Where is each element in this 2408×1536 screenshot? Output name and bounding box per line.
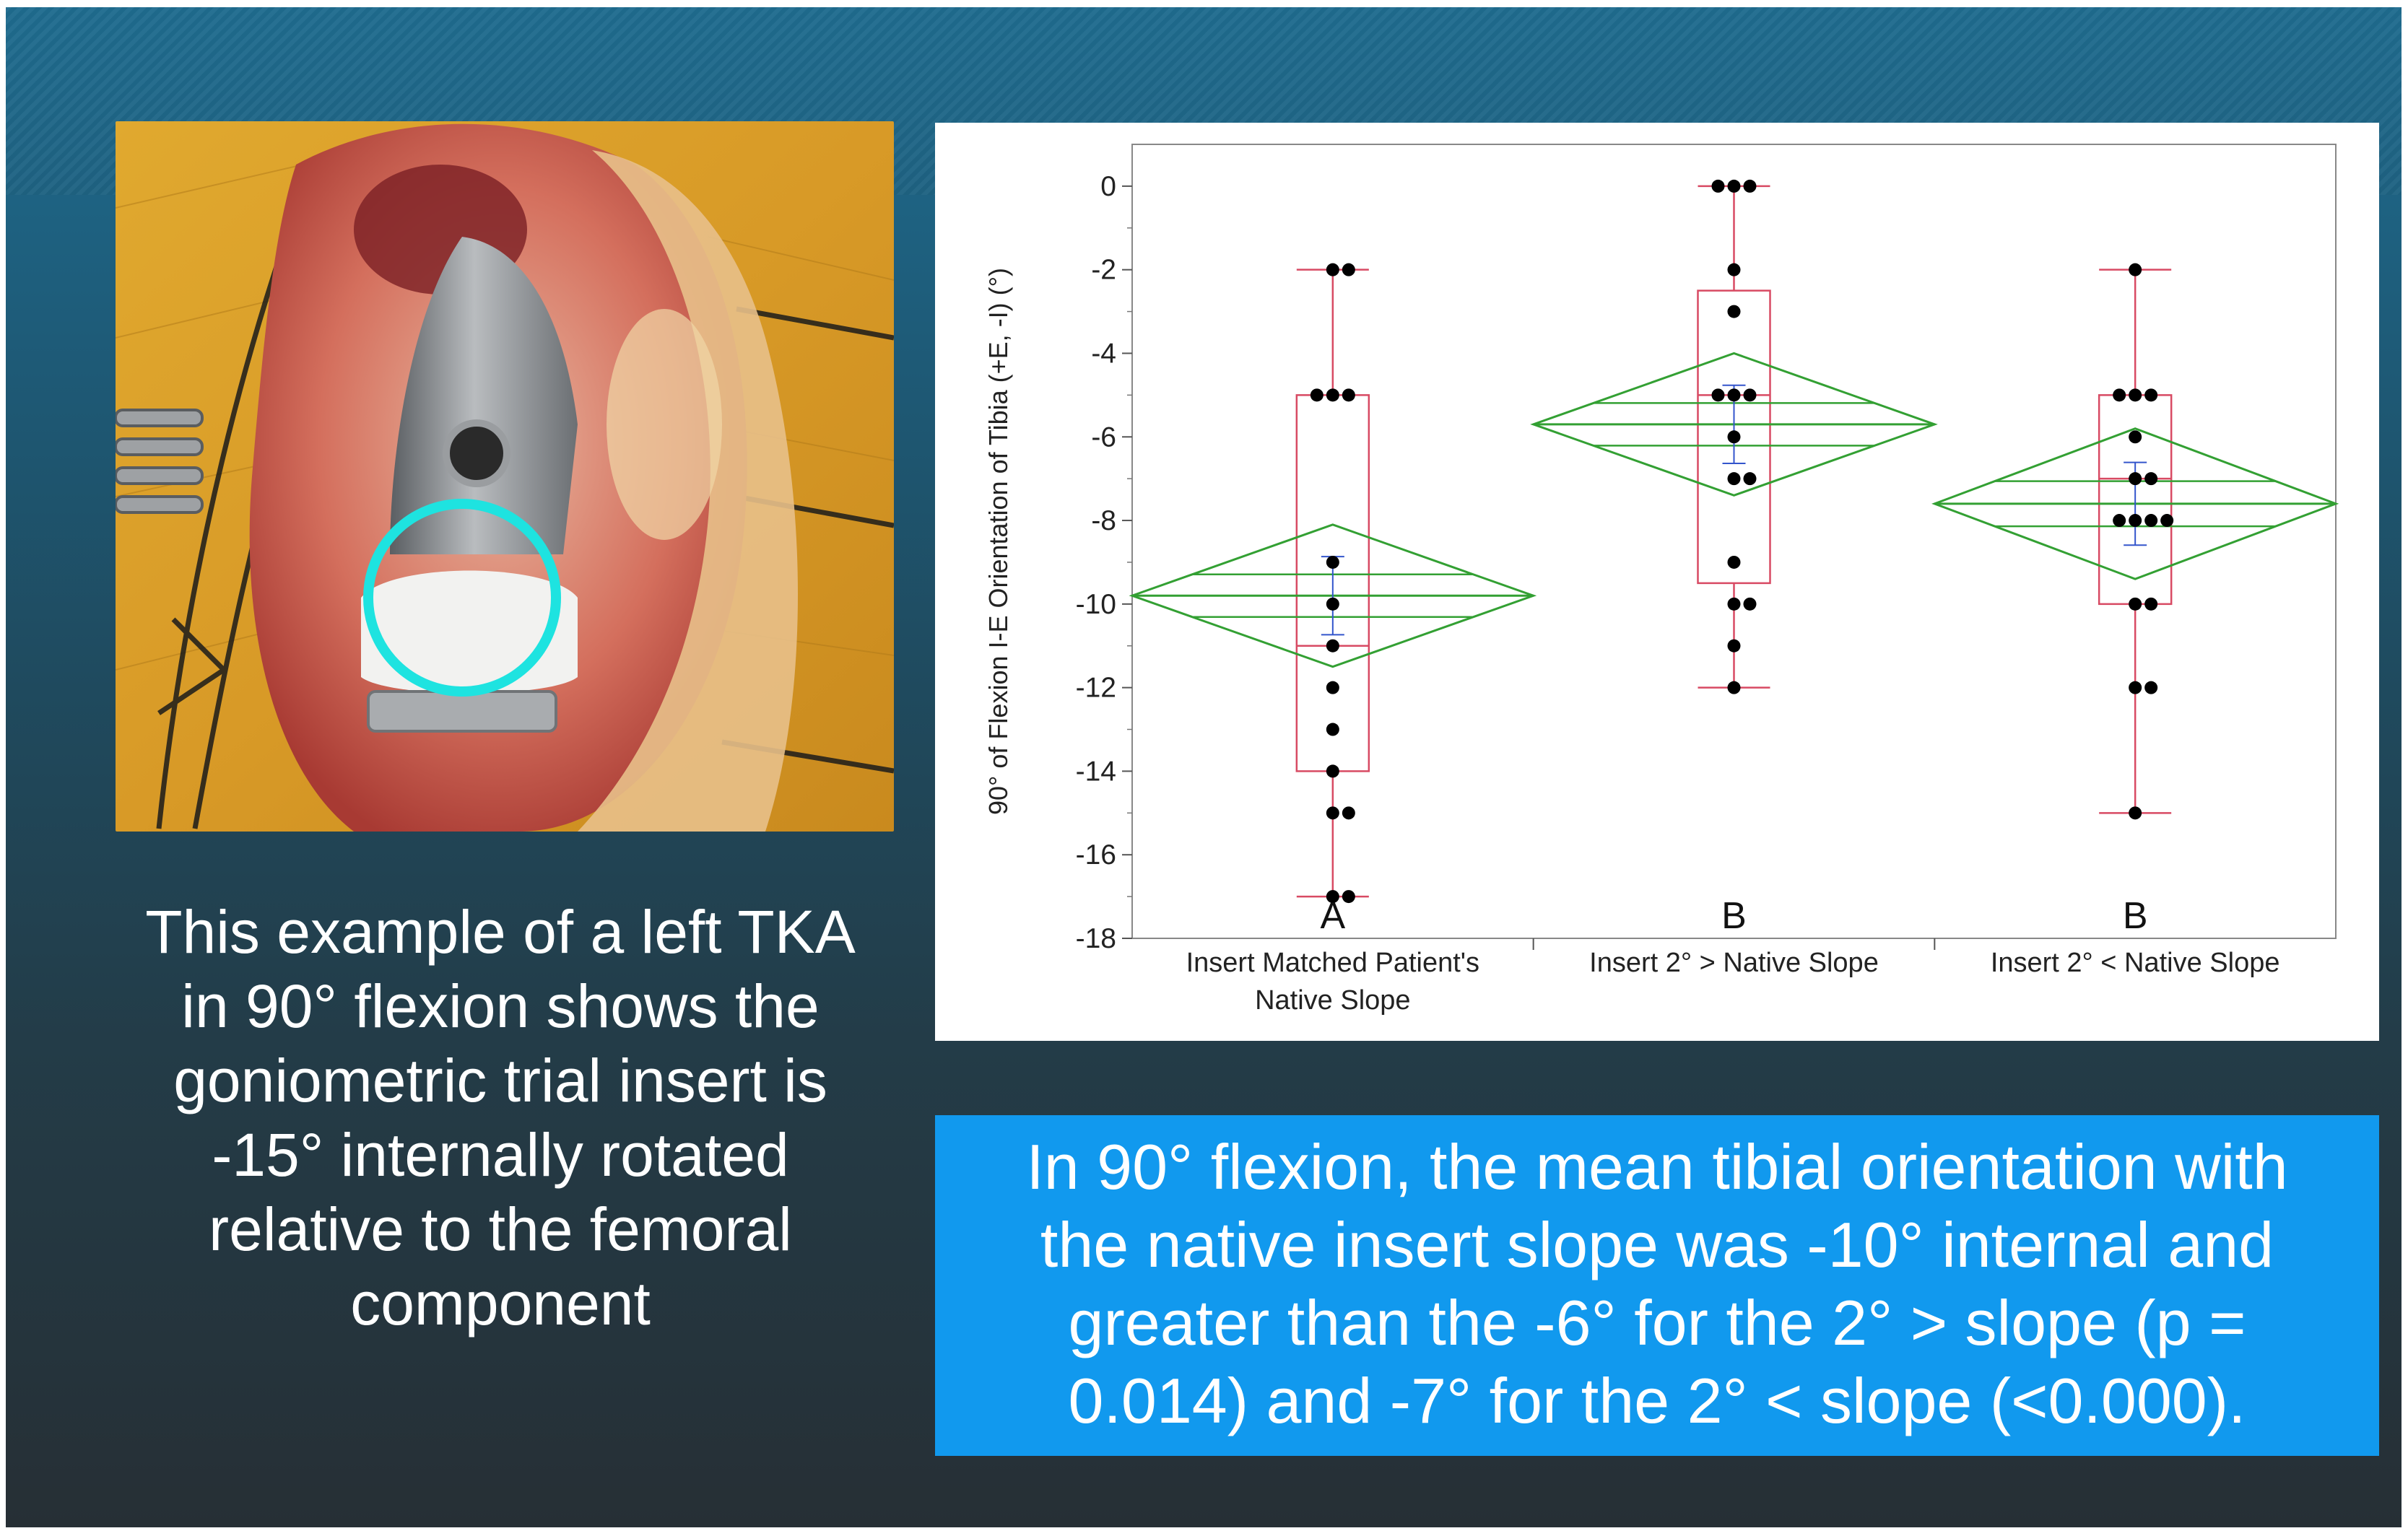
y-tick-label: -16 bbox=[1076, 839, 1116, 870]
data-point bbox=[2129, 430, 2142, 444]
data-point bbox=[1743, 388, 1757, 402]
data-point bbox=[1727, 388, 1741, 402]
data-point bbox=[2144, 597, 2158, 611]
group-letter: B bbox=[2123, 895, 2148, 937]
data-point bbox=[2113, 388, 2126, 402]
data-point bbox=[1326, 263, 1339, 276]
result-line: 0.014) and -7° for the 2° < slope (<0.00… bbox=[1068, 1365, 2246, 1436]
data-point bbox=[1727, 597, 1741, 611]
plot-frame bbox=[1131, 144, 2337, 939]
data-point bbox=[2113, 514, 2126, 528]
category-label: Insert 2° < Native Slope bbox=[1991, 948, 2280, 978]
data-point bbox=[2129, 514, 2142, 528]
means-diamond bbox=[1129, 523, 1537, 668]
chart-panel: 0 -2 -4 -6 -8 -10 -12 -14 -16 -18 90° of Flexion I… bbox=[935, 123, 2379, 1041]
y-tick-label: 0 bbox=[1100, 171, 1116, 202]
data-point bbox=[1326, 764, 1339, 778]
caption-line: relative to the femoral bbox=[209, 1195, 792, 1263]
means-diamond bbox=[1530, 352, 1938, 497]
data-point bbox=[1342, 890, 1355, 904]
data-point bbox=[1743, 472, 1757, 486]
data-point bbox=[1326, 639, 1339, 653]
y-tick-label: -10 bbox=[1076, 589, 1116, 620]
group-letter: B bbox=[1721, 895, 1747, 937]
caption-line: in 90° flexion shows the bbox=[181, 972, 820, 1040]
y-tick-label: -4 bbox=[1091, 338, 1116, 369]
y-tick-label: -2 bbox=[1091, 255, 1116, 286]
data-point bbox=[1326, 806, 1339, 820]
data-point bbox=[1326, 723, 1339, 736]
knee-arthroplasty-image bbox=[116, 121, 894, 832]
y-tick-label: -18 bbox=[1076, 923, 1116, 954]
result-line: the native insert slope was -10° interna… bbox=[1040, 1209, 2274, 1280]
data-point bbox=[1711, 179, 1725, 193]
data-point bbox=[2129, 806, 2142, 820]
data-point bbox=[2129, 472, 2142, 486]
result-line: greater than the -6° for the 2° > slope … bbox=[1068, 1287, 2246, 1358]
data-point bbox=[1727, 305, 1741, 318]
slide: This example of a left TKA in 90° flexio… bbox=[6, 7, 2402, 1527]
data-point bbox=[1743, 179, 1757, 193]
data-point bbox=[1342, 263, 1355, 276]
box-plot-chart: 0 -2 -4 -6 -8 -10 -12 -14 -16 -18 90° of Flexion I… bbox=[983, 144, 2339, 1016]
data-point bbox=[2129, 597, 2142, 611]
data-point bbox=[1727, 555, 1741, 569]
data-point bbox=[1727, 472, 1741, 486]
y-axis-title: 90° of Flexion I-E Orientation of Tibia … bbox=[983, 268, 1013, 815]
caption-line: -15° internally rotated bbox=[212, 1121, 789, 1189]
result-summary: In 90° flexion, the mean tibial orientat… bbox=[935, 1115, 2379, 1456]
data-point bbox=[1727, 430, 1741, 444]
category-label: Insert Matched Patient's bbox=[1186, 948, 1479, 978]
y-tick-label: -14 bbox=[1076, 756, 1116, 787]
data-point bbox=[1727, 681, 1741, 694]
photo-caption: This example of a left TKA in 90° flexio… bbox=[85, 895, 916, 1341]
data-point bbox=[2129, 388, 2142, 402]
y-tick-label: -6 bbox=[1091, 422, 1116, 453]
data-point bbox=[1711, 388, 1725, 402]
data-point bbox=[2129, 263, 2142, 276]
y-tick-label: -8 bbox=[1091, 505, 1116, 536]
data-point bbox=[1326, 555, 1339, 569]
data-point bbox=[2144, 388, 2158, 402]
caption-line: component bbox=[350, 1270, 651, 1338]
data-point bbox=[1326, 681, 1339, 694]
data-point bbox=[2144, 472, 2158, 486]
caption-line: This example of a left TKA bbox=[145, 898, 856, 966]
data-point bbox=[1342, 806, 1355, 820]
data-point bbox=[1727, 263, 1741, 276]
category-label: Native Slope bbox=[1255, 985, 1410, 1016]
category-label: Insert 2° > Native Slope bbox=[1589, 948, 1879, 978]
highlight-circle bbox=[363, 499, 561, 697]
data-point bbox=[1310, 388, 1323, 402]
surgical-photo bbox=[116, 121, 894, 832]
data-point bbox=[1743, 597, 1757, 611]
data-point bbox=[2144, 681, 2158, 694]
caption-line: goniometric trial insert is bbox=[173, 1047, 827, 1114]
data-point bbox=[1326, 388, 1339, 402]
data-point bbox=[1342, 388, 1355, 402]
data-point bbox=[1326, 890, 1339, 904]
y-tick-label: -12 bbox=[1076, 673, 1116, 704]
data-point bbox=[1727, 639, 1741, 653]
data-point bbox=[1326, 597, 1339, 611]
iqr-box bbox=[1697, 289, 1771, 585]
data-point bbox=[2144, 514, 2158, 528]
data-point bbox=[2129, 681, 2142, 694]
group-letter: A bbox=[1320, 895, 1345, 937]
result-line: In 90° flexion, the mean tibial orientat… bbox=[1026, 1131, 2288, 1203]
data-point bbox=[1727, 179, 1741, 193]
data-point bbox=[2160, 514, 2174, 528]
